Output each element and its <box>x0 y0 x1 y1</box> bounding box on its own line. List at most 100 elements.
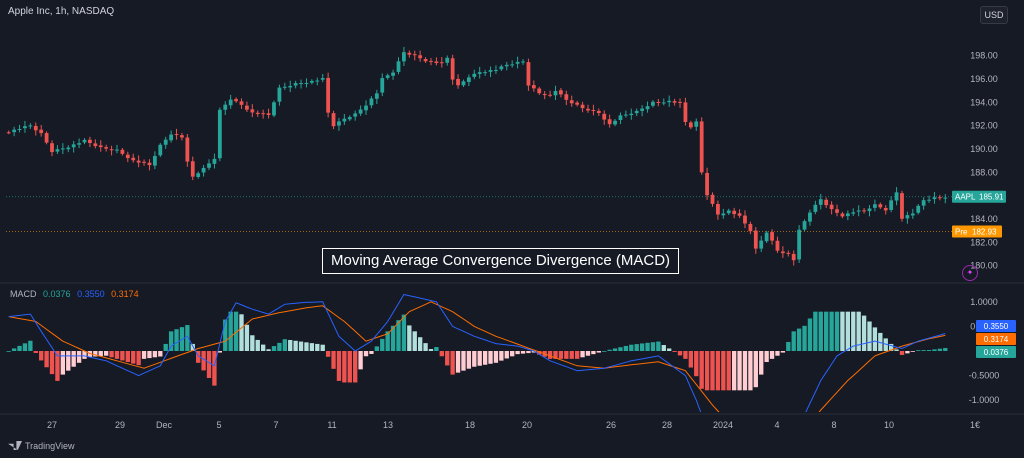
candle-body <box>396 61 401 72</box>
macd-legend[interactable]: MACD 0.0376 0.3550 0.3174 <box>10 289 143 299</box>
candle-body <box>320 78 325 80</box>
candle-body <box>23 126 27 129</box>
macd-histogram-bar <box>455 351 461 373</box>
macd-legend-hist: 0.0376 <box>43 289 71 299</box>
price-label-name-pre: Pre <box>955 227 968 236</box>
macd-value-label-bg-signal <box>976 333 1016 345</box>
currency-button[interactable]: USD <box>980 6 1008 24</box>
candle-body <box>337 121 341 126</box>
macd-histogram-bar <box>845 311 851 351</box>
macd-histogram-bar <box>547 351 553 359</box>
indicator-caption: Moving Average Convergence Divergence (M… <box>322 248 680 274</box>
macd-histogram-bar <box>163 343 168 351</box>
candle-body <box>569 100 574 104</box>
candle-body <box>591 109 596 111</box>
candle-body <box>261 113 266 115</box>
macd-histogram-bar <box>704 351 710 391</box>
candle-body <box>607 119 612 125</box>
macd-histogram-bar <box>645 342 650 351</box>
time-axis-tick: 2024 <box>713 420 733 430</box>
macd-histogram-bar <box>396 320 401 351</box>
macd-histogram-bar <box>737 351 742 391</box>
macd-histogram-bar <box>190 343 195 351</box>
macd-histogram-bar <box>22 343 28 351</box>
candle-body <box>586 108 590 111</box>
time-axis-tick: Dec <box>156 420 173 430</box>
signal-line <box>8 301 946 412</box>
candle-body <box>185 137 190 162</box>
candle-body <box>190 161 195 177</box>
candle-body <box>255 112 260 114</box>
candle-body <box>927 199 931 201</box>
assistant-icon[interactable]: ✦ <box>962 265 978 281</box>
macd-histogram-bar <box>905 351 910 354</box>
macd-histogram-bar <box>320 344 325 351</box>
time-axis-tick: 10 <box>884 420 894 430</box>
candle-body <box>147 162 152 166</box>
macd-histogram-bar <box>878 332 883 351</box>
price-axis-tick: 194.00 <box>970 97 998 107</box>
candle-body <box>515 61 520 64</box>
macd-histogram-bar <box>596 351 601 353</box>
candle-body <box>786 252 791 254</box>
macd-histogram-bar <box>937 348 943 351</box>
macd-histogram-bar <box>212 351 217 386</box>
macd-histogram-bar <box>824 311 829 351</box>
candle-body <box>764 232 769 242</box>
macd-histogram-bar <box>851 311 856 351</box>
macd-histogram-bar <box>748 351 753 391</box>
macd-histogram-bar <box>520 351 526 354</box>
price-axis-tick: 192.00 <box>970 121 998 131</box>
candle-body <box>667 100 672 103</box>
candle-body <box>678 101 682 103</box>
macd-value-label-hist: 0.0376 <box>984 348 1009 357</box>
macd-histogram-bar <box>206 351 212 379</box>
price-label-name-aapl: AAPL <box>955 193 976 202</box>
candle-body <box>369 98 374 106</box>
macd-histogram-bar <box>125 351 130 363</box>
macd-histogram-bar <box>683 351 688 359</box>
macd-histogram-bar <box>932 349 937 351</box>
candle-body <box>207 163 211 168</box>
time-axis-tick: 11 <box>327 420 336 430</box>
macd-histogram-bar <box>943 348 948 351</box>
candle-body <box>445 57 450 63</box>
tradingview-logo-text: TradingView <box>25 441 75 451</box>
macd-histogram-bar <box>856 311 861 351</box>
macd-histogram-bar <box>17 345 22 351</box>
macd-value-label-bg-hist <box>976 346 1016 358</box>
price-axis-tick: 190.00 <box>970 144 998 154</box>
candle-body <box>223 104 228 110</box>
candle-body <box>835 209 839 213</box>
candle-body <box>77 143 81 145</box>
macd-histogram-bar <box>482 351 488 365</box>
macd-histogram-bar <box>731 351 737 391</box>
macd-histogram-bar <box>569 351 574 359</box>
macd-histogram-bar <box>271 346 277 351</box>
macd-histogram-bar <box>28 340 33 351</box>
macd-histogram-bar <box>450 351 455 375</box>
macd-histogram-bar <box>342 351 347 383</box>
candle-body <box>894 192 899 201</box>
macd-histogram-bar <box>515 351 520 355</box>
candle-body <box>429 60 433 62</box>
candle-body <box>596 110 601 114</box>
candle-body <box>580 104 585 109</box>
candle-body <box>651 101 655 106</box>
candle-body <box>412 54 417 56</box>
candle-body <box>726 210 731 214</box>
macd-histogram-bar <box>618 347 623 351</box>
macd-histogram-bar <box>114 351 120 359</box>
candle-body <box>618 115 623 120</box>
candle-body <box>282 86 287 88</box>
macd-histogram-bar <box>910 351 915 352</box>
macd-histogram-bar <box>131 351 136 364</box>
macd-histogram-bar <box>336 351 342 381</box>
candle-body <box>905 215 910 219</box>
candle-body <box>737 213 742 216</box>
candle-body <box>239 101 244 105</box>
tradingview-logo[interactable]: TradingView <box>8 441 75 451</box>
candle-body <box>39 129 44 134</box>
macd-histogram-bar <box>493 351 499 363</box>
